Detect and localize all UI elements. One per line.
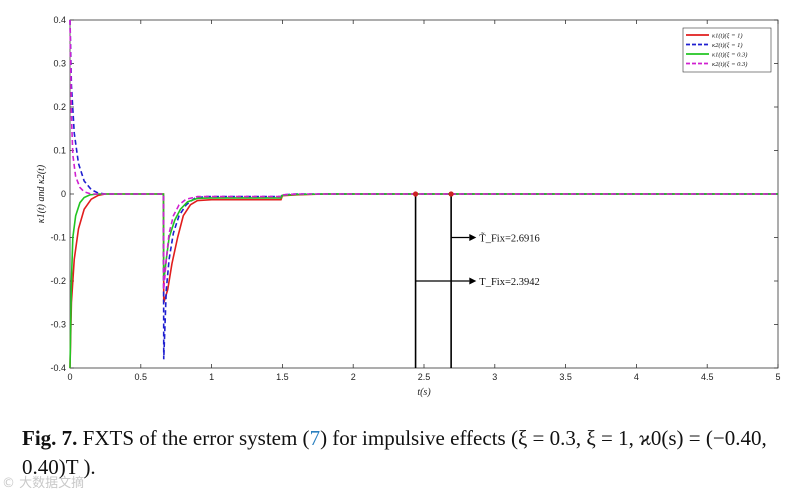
y-tick-label: 0.1 [53,146,66,156]
y-tick-label: 0.3 [53,59,66,69]
y-axis-label: κ1(t) and κ2(t) [36,164,47,223]
x-tick-label: 4 [634,372,639,382]
y-tick-label: -0.4 [50,363,66,373]
x-tick-label: 3 [492,372,497,382]
fxts-line-chart: 0 0.5 1 1.5 2 2.5 3 3.5 4 4.5 5 0.4 0.3 0.2 0.1 0 -0.1 -0… [36,15,781,398]
legend-entry: κ1(t)(ξ = 1) [712,32,743,39]
settling-markers: T_Fix=2.3942 T̃_Fix=2.6916 [412,191,540,368]
axis-ticks: 0 0.5 1 1.5 2 2.5 3 3.5 4 4.5 5 0.4 0.3 0.2 0.1 0 -0.1 -0… [50,15,780,382]
y-tick-label: -0.2 [50,276,66,286]
legend-entry: κ2(t)(ξ = 0.3) [712,61,747,68]
y-tick-label: -0.1 [50,233,66,243]
x-tick-label: 5 [775,372,780,382]
settling-time-dot-2 [448,191,454,197]
y-tick-label: 0.2 [53,102,66,112]
figure-caption: Fig. 7. FXTS of the error system (7) for… [22,424,797,482]
x-tick-label: 1 [209,372,214,382]
x-tick-label: 0 [67,372,72,382]
y-tick-label: -0.3 [50,320,66,330]
caption-text-2: ) for impulsive effects (ξ = 0.3, ξ = 1,… [22,426,767,479]
settling-time-label-2: T̃_Fix=2.6916 [479,231,539,244]
figure-label: Fig. 7. [22,426,78,450]
x-tick-label: 4.5 [701,372,714,382]
x-tick-label: 1.5 [276,372,289,382]
legend-entry: κ2(t)(ξ = 1) [712,42,743,49]
series-line-4 [69,19,778,290]
series-line-2 [69,19,778,360]
settling-time-dot-1 [412,191,419,197]
x-tick-label: 0.5 [135,372,148,382]
series-group [69,19,778,369]
y-tick-label: 0.4 [53,15,66,25]
arrow-head-icon [469,277,477,285]
legend-entry: κ1(t)(ξ = 0.3) [712,51,747,58]
series-line-3 [69,193,778,369]
caption-text-1: FXTS of the error system ( [82,426,310,450]
x-tick-label: 3.5 [559,372,572,382]
y-tick-label: 0 [61,189,66,199]
watermark: © 大数据文摘 [2,476,85,491]
arrow-head-icon [469,234,477,241]
settling-time-label-1: T_Fix=2.3942 [479,277,539,288]
x-tick-label: 2 [351,372,356,382]
legend: κ1(t)(ξ = 1) κ2(t)(ξ = 1) κ1(t)(ξ = 0.3) κ2… [682,27,772,73]
x-tick-label: 2.5 [418,372,431,382]
x-axis-label: t(s) [417,387,431,398]
equation-ref-link[interactable]: 7 [309,426,321,450]
